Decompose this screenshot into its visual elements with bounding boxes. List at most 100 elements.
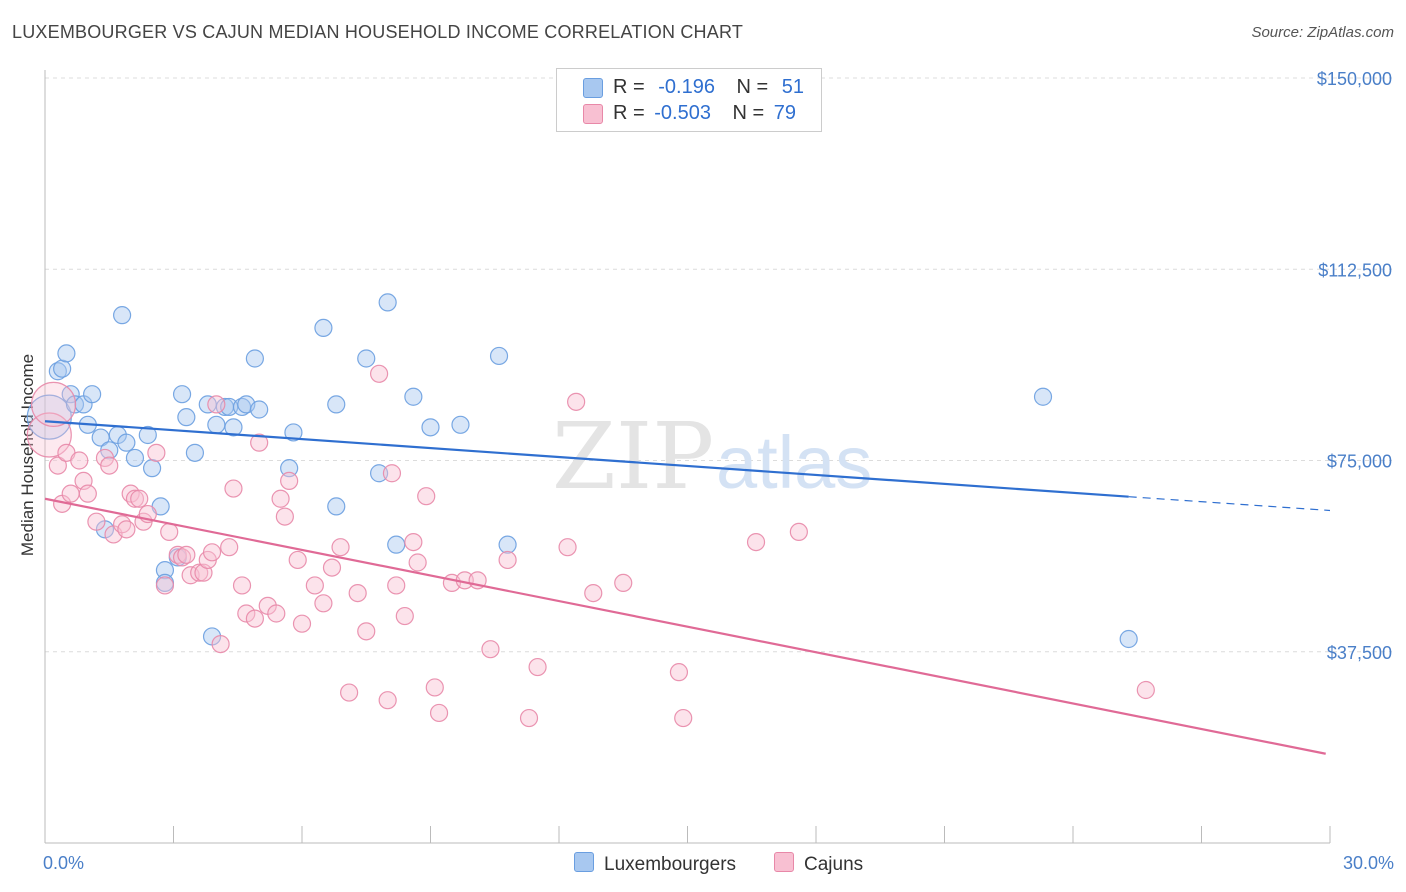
data-point: [489, 346, 509, 366]
data-point: [112, 306, 132, 325]
trend-line-extension: [1128, 496, 1331, 512]
data-point: [558, 538, 577, 557]
data-point: [26, 412, 72, 458]
data-point: [387, 576, 406, 595]
tick-labels: $37,500 $75,000 $112,500 $150,000 0.0% 30.0%: [43, 69, 1394, 873]
data-point: [83, 385, 102, 404]
data-point: [408, 553, 427, 572]
data-point: [314, 594, 333, 613]
legend-swatch-cajuns: [774, 852, 794, 872]
data-point: [584, 583, 603, 603]
data-point: [190, 563, 209, 582]
data-point: [567, 392, 586, 411]
data-points: [26, 293, 1155, 728]
data-point: [429, 703, 449, 723]
data-point: [498, 535, 517, 554]
data-point: [288, 550, 307, 570]
x-tick-label: 30.0%: [1343, 853, 1394, 873]
data-point: [245, 349, 264, 368]
data-point: [30, 381, 77, 427]
data-point: [451, 415, 470, 434]
data-point: [142, 459, 162, 478]
source-label: Source: ZipAtlas.com: [1251, 24, 1394, 41]
trend-line: [44, 420, 1129, 498]
data-point: [1033, 387, 1053, 406]
data-point: [245, 609, 264, 628]
stats-box: R = -0.196 N = 51 R = -0.503 N = 79: [556, 68, 822, 132]
stats-row-cajuns: R = -0.503 N = 79: [557, 100, 821, 126]
data-point: [250, 400, 269, 419]
data-point: [211, 634, 230, 654]
data-point: [207, 415, 226, 434]
data-point: [370, 464, 389, 483]
data-point: [130, 489, 149, 508]
grid-lines: [45, 77, 1392, 653]
data-point: [275, 507, 294, 526]
data-point: [78, 484, 97, 503]
watermark: ZIP atlas: [552, 403, 872, 510]
data-point: [237, 604, 256, 623]
data-point: [177, 545, 196, 564]
stats-n-label: N =: [732, 102, 770, 124]
data-point: [481, 640, 500, 659]
data-point: [185, 443, 205, 462]
data-point: [357, 622, 376, 641]
stats-swatch-luxembourgers: [583, 78, 603, 98]
data-point: [340, 683, 359, 702]
data-point: [519, 708, 539, 728]
data-point: [177, 408, 196, 427]
data-point: [138, 425, 157, 445]
legend-item-cajuns[interactable]: Cajuns: [774, 852, 863, 876]
data-point: [404, 387, 423, 406]
data-point: [382, 464, 402, 483]
data-point: [421, 418, 440, 437]
data-point: [789, 522, 808, 542]
data-point: [232, 576, 252, 595]
data-point: [357, 349, 376, 368]
data-point: [125, 489, 145, 508]
data-point: [57, 344, 76, 363]
stats-r-label: R =: [613, 76, 651, 98]
data-point: [348, 583, 367, 603]
data-point: [48, 456, 67, 475]
watermark-atlas: atlas: [716, 421, 872, 504]
legend-label: Cajuns: [804, 854, 864, 875]
data-point: [147, 443, 166, 462]
data-point: [404, 532, 423, 552]
stats-r-value: -0.503: [654, 102, 711, 124]
data-point: [425, 678, 444, 697]
data-point: [746, 532, 766, 552]
data-point: [117, 520, 136, 539]
data-point: [53, 359, 72, 378]
data-point: [172, 385, 192, 404]
data-point: [669, 663, 689, 682]
stats-r-label: R =: [613, 102, 651, 124]
data-point: [498, 550, 517, 570]
y-tick-label: $150,000: [1317, 69, 1392, 89]
legend-item-luxembourgers[interactable]: Luxembourgers: [574, 852, 736, 876]
stats-n-value: 51: [781, 76, 805, 98]
stats-row-luxembourgers: R = -0.196 N = 51: [557, 74, 821, 100]
legend-label: Luxembourgers: [604, 854, 737, 875]
legend-swatch-luxembourgers: [574, 852, 594, 872]
y-tick-label: $37,500: [1327, 643, 1392, 663]
data-point: [224, 418, 243, 437]
stats-n-value: 79: [773, 102, 797, 124]
data-point: [207, 395, 226, 414]
data-point: [220, 538, 239, 557]
data-point: [125, 448, 145, 468]
data-point: [305, 576, 324, 595]
stats-n-label: N =: [736, 76, 774, 98]
data-point: [370, 364, 389, 383]
data-point: [100, 456, 119, 475]
data-point: [528, 657, 547, 677]
data-point: [395, 606, 414, 626]
trend-line: [44, 497, 1326, 755]
data-point: [160, 522, 179, 542]
data-point: [155, 561, 175, 580]
data-point: [250, 433, 269, 452]
data-point: [387, 535, 406, 554]
data-point: [331, 538, 350, 557]
y-tick-label: $112,500: [1318, 260, 1392, 280]
